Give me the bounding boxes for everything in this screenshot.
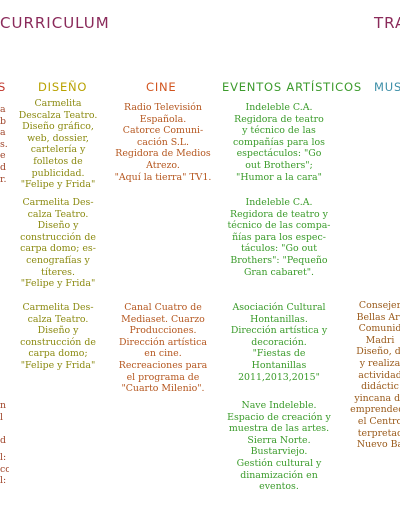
diseno-entry-3: Carmelita Des- calza Teatro. Diseño y co… [20, 302, 96, 371]
diseno-entry-1: Carmelita Descalza Teatro. Diseño gráfic… [18, 98, 98, 191]
eventos-entry-1: Indeleble C.A. Regidora de teatro y técn… [233, 102, 325, 183]
column-title-musica: MUSI [374, 80, 400, 94]
cine-entry-2: Canal Cuatro de Mediaset. Cuarzo Producc… [118, 302, 208, 395]
left-column-clip: a b a s. e d r. n l d l: con l: [0, 100, 9, 500]
cine-entry-1: Radio Televisión Española. Catorce Comun… [114, 102, 212, 183]
column-title-left-cut: S [0, 80, 7, 94]
column-title-cine: CINE [146, 80, 177, 94]
left-entry-3: l: con l: [0, 452, 9, 487]
musica-column-clip: Consejer Bellas Art Comunid Madri Diseño… [340, 300, 400, 460]
musica-entry-1: Consejer Bellas Art Comunid Madri Diseño… [350, 300, 400, 451]
column-title-diseno: DISEÑO [38, 80, 88, 94]
left-entry-1: a b a s. e d r. [0, 104, 8, 185]
eventos-entry-3: Asociación Cultural Hontanillas. Direcci… [230, 302, 328, 383]
curriculum-title: CURRICULUM [0, 14, 110, 32]
eventos-entry-4: Nave Indeleble. Espacio de creación y mu… [227, 400, 331, 493]
column-title-eventos: EVENTOS ARTÍSTICOS [222, 80, 362, 94]
eventos-entry-2: Indeleble C.A. Regidora de teatro y técn… [227, 197, 331, 278]
left-entry-2: n l d [0, 400, 7, 446]
diseno-entry-2: Carmelita Des- calza Teatro. Diseño y co… [20, 197, 96, 290]
section-title-cut: TRA [374, 14, 400, 32]
